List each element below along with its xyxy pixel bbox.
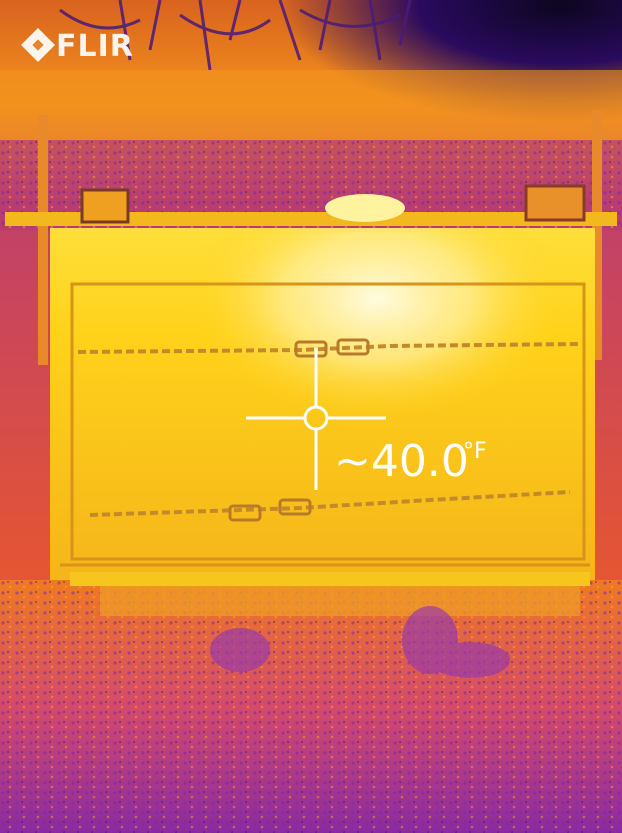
cool-patches <box>210 606 510 678</box>
temperature-readout: ~40.0 °F <box>334 436 487 487</box>
container-base <box>70 572 590 586</box>
rail-hot-object <box>325 194 405 222</box>
fence-posts <box>38 110 602 365</box>
crosshair-icon <box>246 348 386 490</box>
base-shadow <box>100 586 580 616</box>
container-frame <box>60 282 590 567</box>
top-rail <box>5 212 617 226</box>
chain-top <box>77 342 581 354</box>
chain-hooks <box>228 338 370 522</box>
chain-bottom <box>89 490 571 517</box>
tree-silhouettes <box>59 0 412 71</box>
temperature-unit: °F <box>463 439 487 464</box>
rail-box-right <box>524 184 586 222</box>
flir-logo: FLIR <box>21 28 134 64</box>
rail-box-left <box>80 188 130 224</box>
hedge-band <box>0 70 622 140</box>
brand-label: FLIR <box>56 29 134 64</box>
spot-temperature: ~40.0 <box>334 436 469 487</box>
